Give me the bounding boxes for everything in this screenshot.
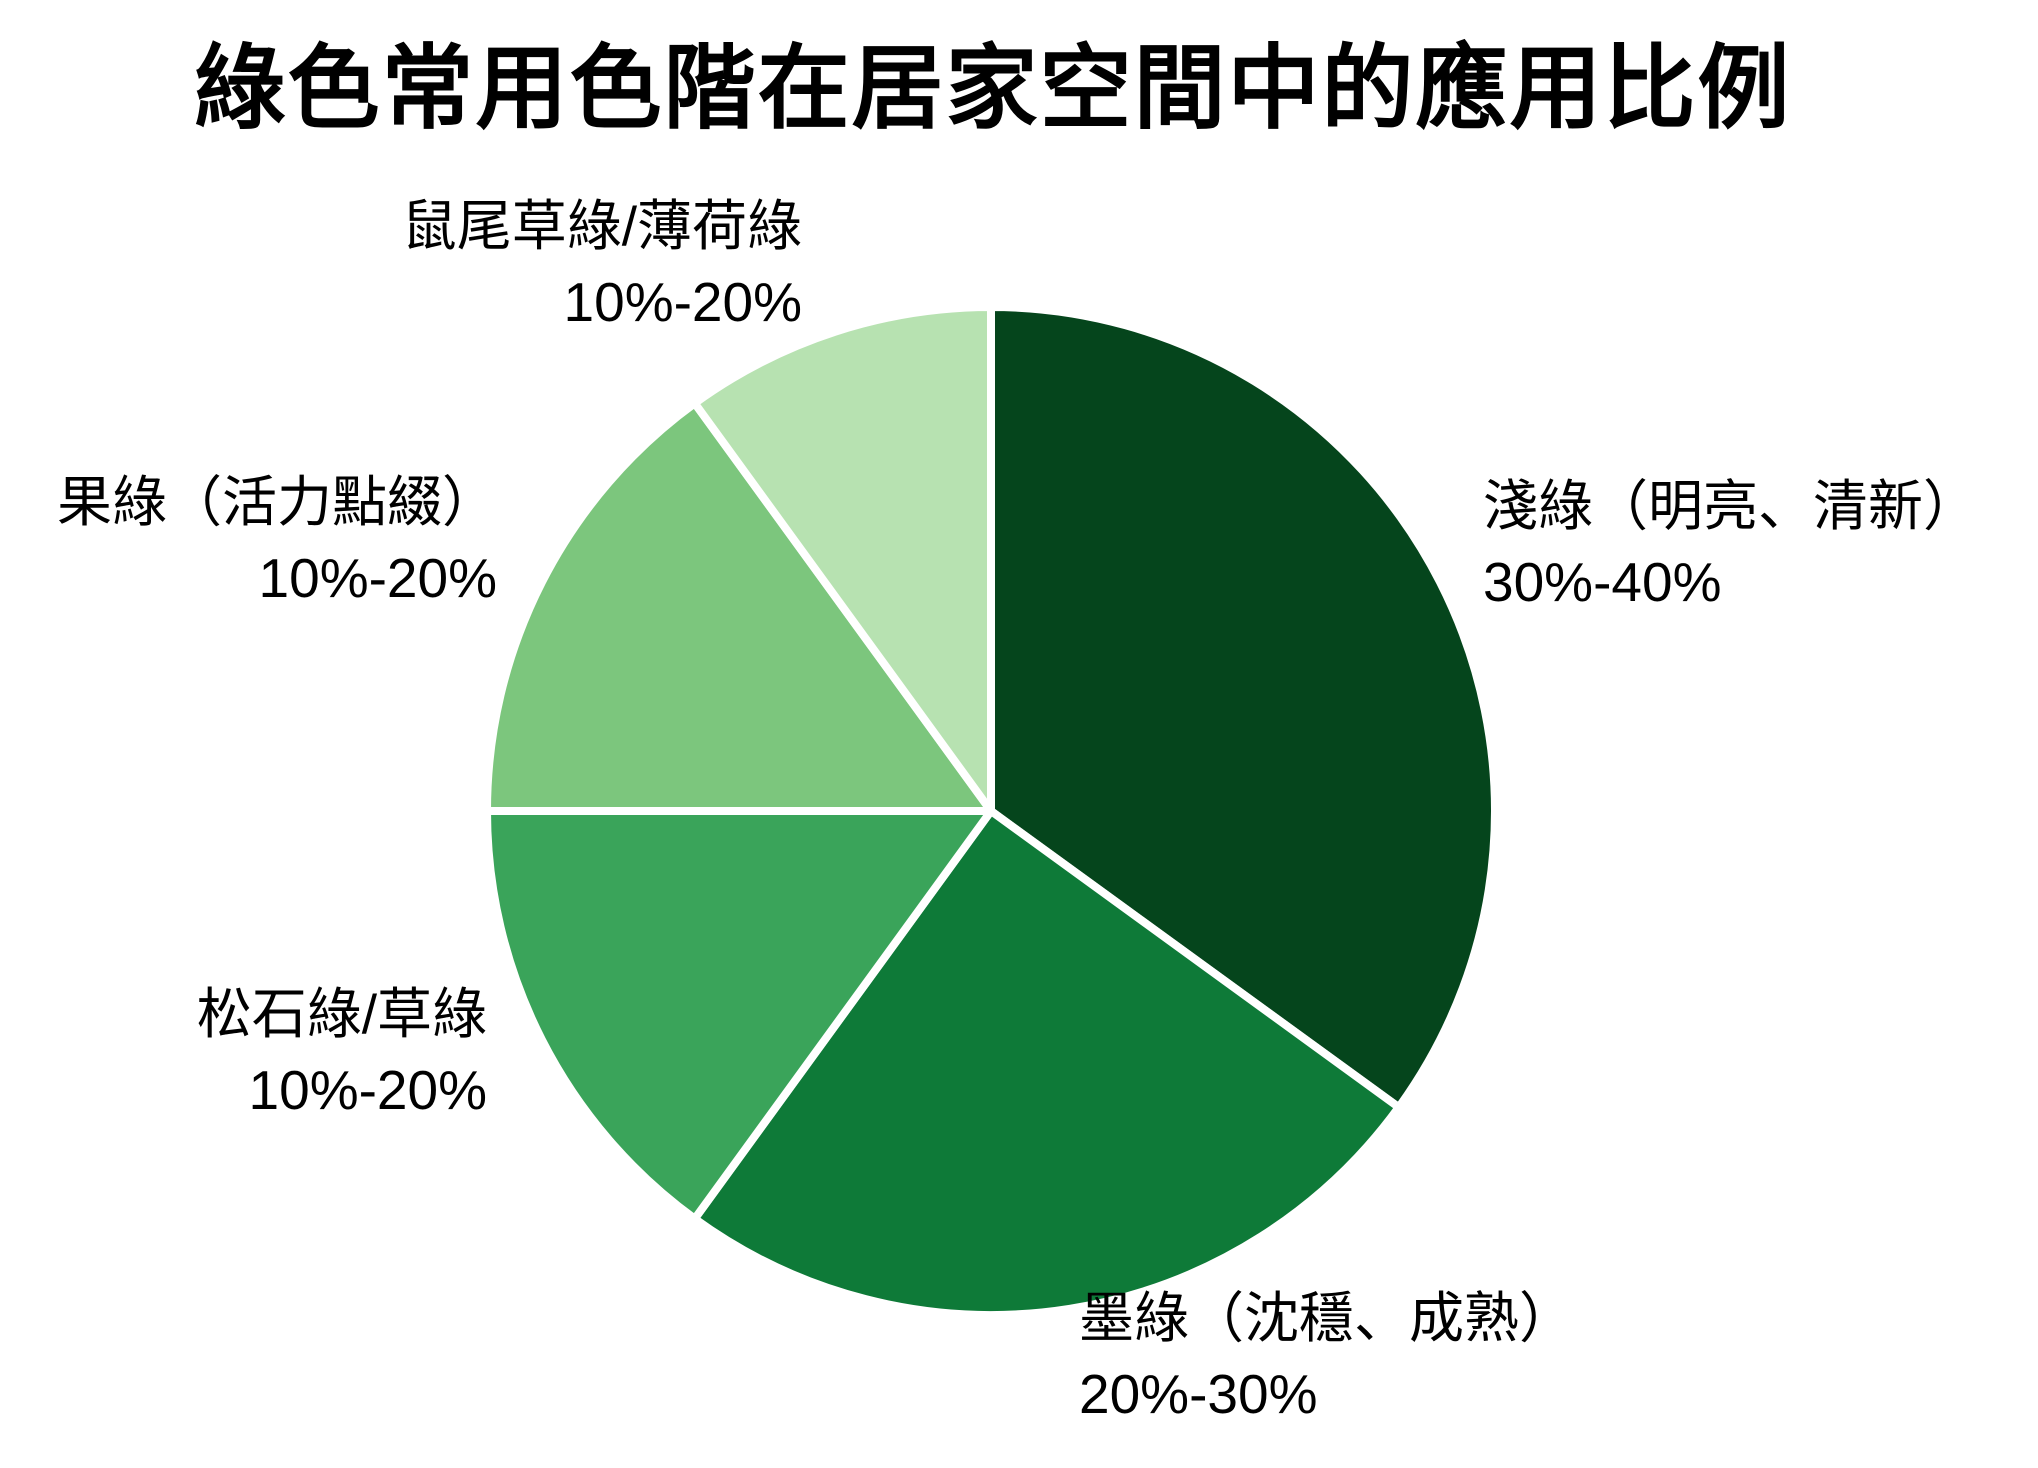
pie-slice-0: [987, 303, 1499, 1112]
slice-range: 10%-20%: [248, 1059, 487, 1121]
slice-range: 20%-30%: [1079, 1363, 1318, 1425]
pie-slice-4: [690, 303, 995, 815]
slice-label-ink-green: 墨綠（沈穩、成熟） 20%-30%: [1079, 1280, 1574, 1432]
slice-range: 10%-20%: [563, 271, 802, 333]
slice-name: 墨綠（沈穩、成熟）: [1079, 1287, 1575, 1349]
slice-range: 30%-40%: [1483, 551, 1722, 613]
slice-label-sage-mint-green: 鼠尾草綠/薄荷綠 10%-20%: [402, 188, 802, 340]
slice-name: 松石綠/草綠: [196, 983, 487, 1045]
pie-slice-3: [483, 399, 995, 815]
slice-name: 果綠（活力點綴）: [56, 471, 497, 533]
slice-label-pine-grass-green: 松石綠/草綠 10%-20%: [197, 976, 487, 1128]
pie-slice-1: [690, 807, 1403, 1319]
slice-range: 10%-20%: [258, 547, 497, 609]
slice-name: 鼠尾草綠/薄荷綠: [401, 195, 802, 257]
pie-slice-2: [483, 807, 995, 1223]
chart-title: 綠色常用色階在居家空間中的應用比例: [193, 38, 1792, 140]
slice-label-light-green: 淺綠（明亮、清新） 30%-40%: [1483, 468, 1978, 620]
slice-name: 淺綠（明亮、清新）: [1483, 475, 1979, 537]
slice-label-fruit-green: 果綠（活力點綴） 10%-20%: [57, 464, 497, 616]
